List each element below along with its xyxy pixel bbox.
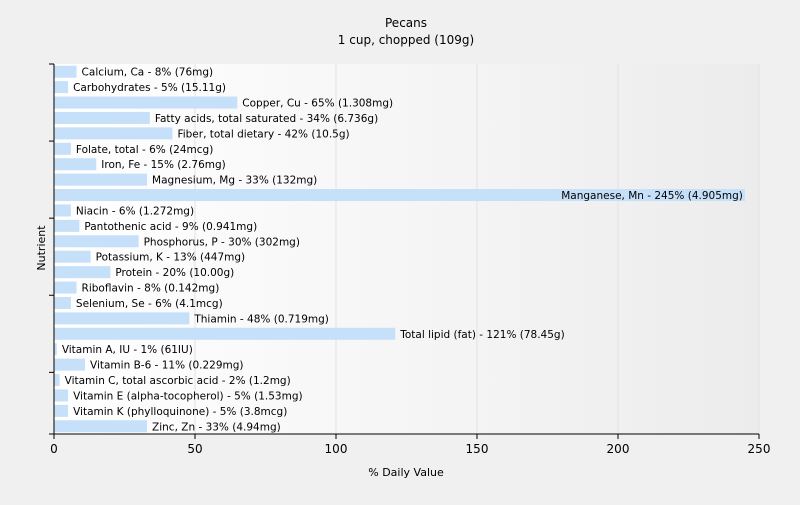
bar	[54, 158, 97, 171]
bar-label: Total lipid (fat) - 121% (78.45g)	[399, 329, 564, 341]
bar	[54, 250, 91, 263]
bar	[54, 404, 69, 417]
bar-label: Riboflavin - 8% (0.142mg)	[82, 283, 220, 295]
bar	[54, 296, 71, 309]
chart-subtitle: 1 cup, chopped (109g)	[338, 33, 474, 47]
bar	[54, 127, 173, 140]
bar-label: Fatty acids, total saturated - 34% (6.73…	[155, 113, 378, 125]
plot-background	[54, 64, 759, 434]
bar	[54, 81, 69, 94]
bar	[54, 142, 71, 155]
axes	[49, 63, 759, 435]
x-tick-label: 150	[466, 442, 489, 456]
bar-label: Pantothenic acid - 9% (0.941mg)	[84, 221, 257, 233]
bar	[54, 235, 139, 248]
bar	[54, 204, 71, 217]
bar-label: Carbohydrates - 5% (15.11g)	[73, 82, 226, 94]
x-tick-label: 250	[748, 442, 771, 456]
chart-title: Pecans	[385, 16, 427, 30]
gridlines	[194, 64, 760, 434]
bar	[54, 189, 745, 202]
bars	[54, 65, 745, 433]
x-ticks: 0 50 100 150 200 250	[50, 434, 770, 456]
x-tick-label: 50	[187, 442, 202, 456]
bar	[54, 281, 77, 294]
x-tick-label: 0	[50, 442, 58, 456]
bar	[54, 389, 69, 402]
bar-labels: Calcium, Ca - 8% (76mg) Carbohydrates - 5…	[62, 67, 743, 434]
bar-label: Protein - 20% (10.00g)	[115, 267, 234, 279]
bar	[54, 219, 80, 232]
x-axis-label: % Daily Value	[368, 466, 444, 479]
bar-label: Thiamin - 48% (0.719mg)	[193, 313, 329, 325]
bar	[54, 111, 150, 124]
bar-label: Potassium, K - 13% (447mg)	[96, 252, 246, 264]
bar-label: Selenium, Se - 6% (4.1mcg)	[76, 298, 223, 310]
bar-label: Zinc, Zn - 33% (4.94mg)	[152, 421, 281, 433]
bar-label: Vitamin A, IU - 1% (61IU)	[62, 344, 193, 356]
bar	[54, 343, 57, 356]
bar-label: Phosphorus, P - 30% (302mg)	[144, 236, 300, 248]
bar-label: Manganese, Mn - 245% (4.905mg)	[561, 190, 743, 202]
y-axis-label: Nutrient	[35, 225, 48, 271]
bar-label: Vitamin K (phylloquinone) - 5% (3.8mcg)	[73, 406, 287, 418]
bar-label: Calcium, Ca - 8% (76mg)	[82, 67, 214, 79]
bar-label: Vitamin B-6 - 11% (0.229mg)	[90, 360, 244, 372]
bar-label: Vitamin E (alpha-tocopherol) - 5% (1.53m…	[73, 390, 303, 402]
bar-label: Niacin - 6% (1.272mg)	[76, 205, 194, 217]
bar-label: Vitamin C, total ascorbic acid - 2% (1.2…	[65, 375, 291, 387]
bar	[54, 173, 148, 186]
bar-label: Copper, Cu - 65% (1.308mg)	[242, 98, 393, 110]
bar	[54, 266, 111, 279]
bar	[54, 374, 60, 387]
bar	[54, 312, 190, 325]
bar	[54, 96, 238, 109]
bar	[54, 420, 148, 433]
x-tick-label: 200	[607, 442, 630, 456]
bar-label: Magnesium, Mg - 33% (132mg)	[152, 175, 317, 187]
bar	[54, 358, 86, 371]
bar-label: Iron, Fe - 15% (2.76mg)	[101, 159, 225, 171]
bar-label: Folate, total - 6% (24mcg)	[76, 144, 213, 156]
plot-area	[54, 64, 759, 434]
x-tick-label: 100	[325, 442, 348, 456]
bar-label: Fiber, total dietary - 42% (10.5g)	[177, 128, 349, 140]
bar	[54, 65, 77, 78]
bar	[54, 327, 396, 340]
